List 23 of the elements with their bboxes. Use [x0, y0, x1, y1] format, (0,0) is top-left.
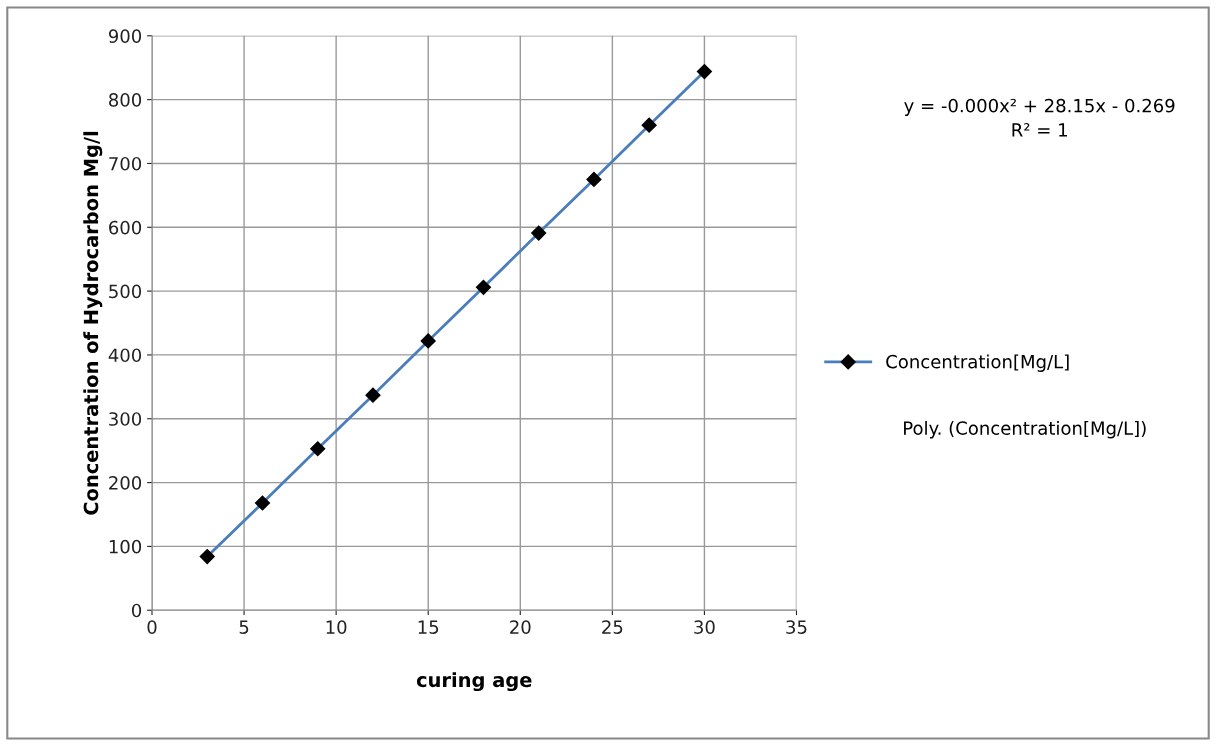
x-tick-label: 35: [786, 620, 807, 634]
text: Poly. (Concentration[Mg/L]): [904, 420, 1146, 439]
text: y = -0.000x² + 28.15x - 0.269 R² = 1: [904, 98, 1175, 137]
y-tick-label: 400: [108, 348, 142, 363]
x-tick-label: 10: [326, 620, 347, 634]
x-tick-label: 25: [602, 620, 623, 634]
x-axis-title: curing age: [416, 672, 532, 692]
y-tick-label: 300: [109, 412, 142, 426]
y-tick-label: 100: [109, 539, 142, 554]
x-tick-label: 0: [147, 620, 157, 634]
y-tick-label: 600: [109, 220, 142, 235]
x-tick-label: 30: [694, 620, 715, 634]
y-tick-label: 800: [109, 93, 142, 107]
y-tick-label: 500: [109, 284, 142, 299]
y-axis-title: Concentration of Hydrocarbon Mg/l: [83, 131, 103, 515]
x-tick-label: 20: [510, 620, 531, 634]
y-tick-label: 200: [109, 476, 142, 490]
x-tick-label: 15: [418, 620, 439, 634]
y-tick-label: 0: [131, 603, 142, 618]
y-tick-label: 900: [108, 29, 142, 43]
x-tick-label: 5: [239, 620, 249, 634]
y-tick-label: 700: [109, 156, 142, 171]
legend-label: Concentration[Mg/L]: [886, 354, 1069, 372]
